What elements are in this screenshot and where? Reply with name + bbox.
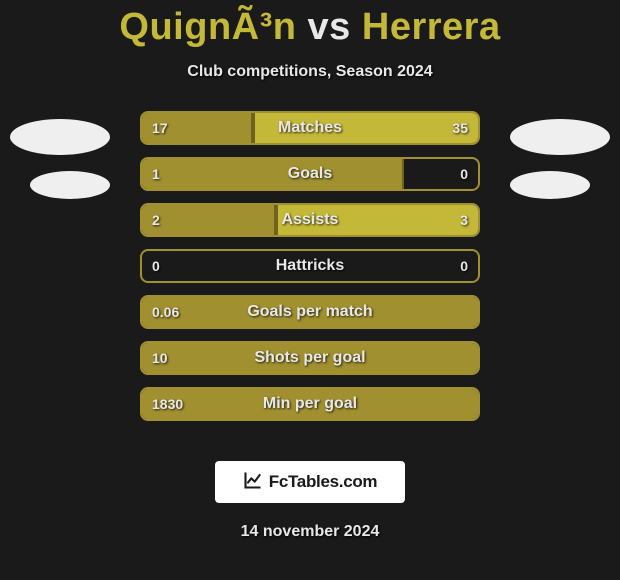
player2-name: Herrera [362,6,501,48]
stat-bar: 1735Matches [140,111,480,145]
stat-label: Min per goal [142,395,478,413]
player2-flag [510,171,590,199]
stat-bar: 00Hattricks [140,249,480,283]
snapshot-date: 14 november 2024 [0,523,620,541]
comparison-title: QuignÃ³n vs Herrera [0,0,620,49]
subtitle: Club competitions, Season 2024 [0,63,620,81]
stat-bar: 23Assists [140,203,480,237]
stat-label: Assists [142,211,478,229]
stats-arena: 1735Matches 10Goals 23Assists 00Hattricks 0.… [0,111,620,431]
stat-label: Hattricks [142,257,478,275]
stat-bar: 1830Min per goal [140,387,480,421]
player1-name: QuignÃ³n [119,6,296,48]
player1-avatar [10,119,110,155]
fctables-logo: FcTables.com [215,461,405,503]
stat-bars: 1735Matches 10Goals 23Assists 00Hattricks 0.… [140,111,480,421]
chart-icon [243,470,263,495]
stat-bar: 10Shots per goal [140,341,480,375]
stat-bar: 10Goals [140,157,480,191]
stat-label: Matches [142,119,478,137]
stat-bar: 0.06Goals per match [140,295,480,329]
logo-text: FcTables.com [269,472,378,492]
player1-flag [30,171,110,199]
stat-label: Shots per goal [142,349,478,367]
stat-label: Goals per match [142,303,478,321]
player2-avatar [510,119,610,155]
vs-text: vs [308,6,351,48]
stat-label: Goals [142,165,478,183]
